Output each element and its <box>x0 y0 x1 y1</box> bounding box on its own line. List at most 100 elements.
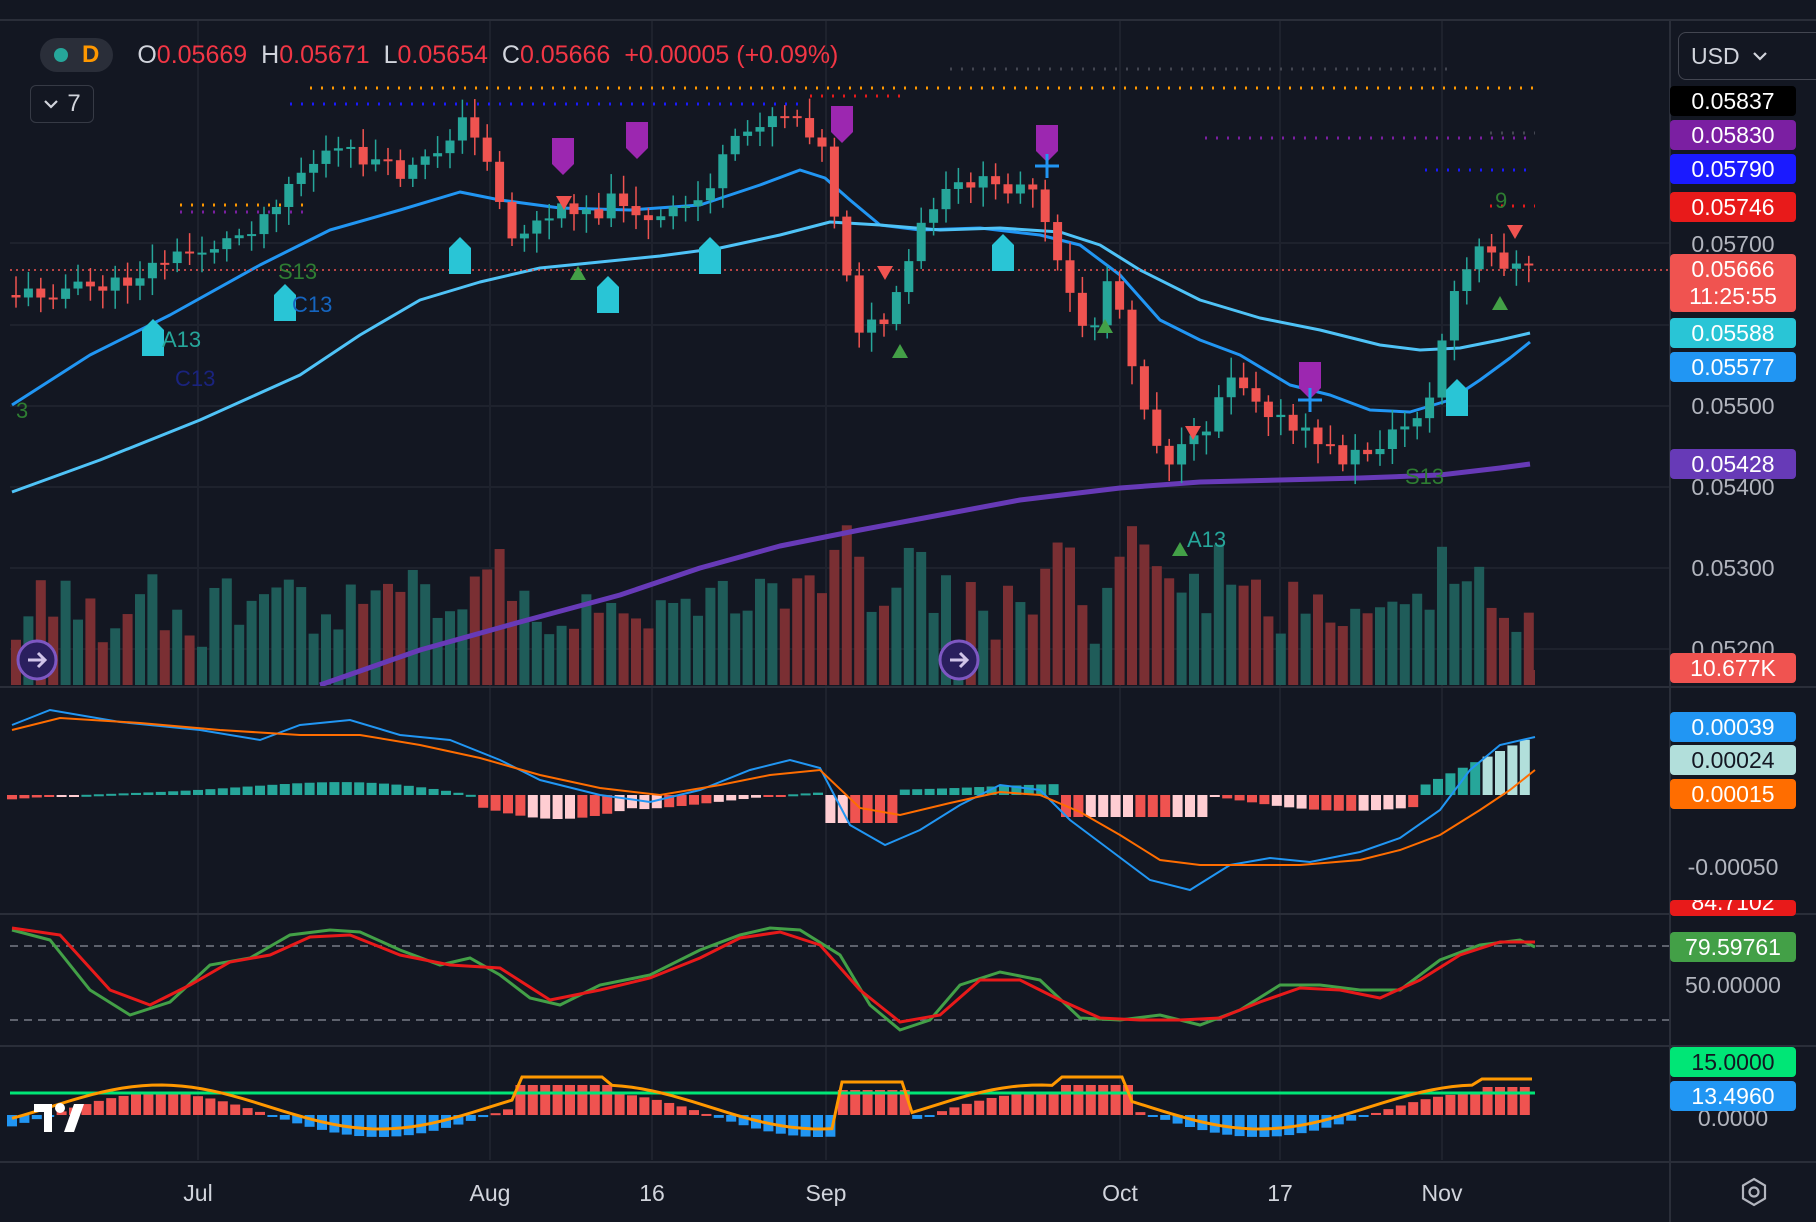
squeeze-bar <box>1333 1115 1344 1125</box>
macd-histogram-bar <box>552 795 563 819</box>
macd-histogram-bar <box>490 795 501 811</box>
volume-bar <box>370 590 381 685</box>
volume-bar <box>345 584 356 685</box>
candle-body <box>1040 189 1050 223</box>
volume-bar <box>420 584 431 685</box>
price-label: 0.05746 <box>1670 192 1796 222</box>
candle-body <box>1425 397 1435 419</box>
buy-signal-marker <box>597 276 619 313</box>
macd-histogram-bar <box>837 795 848 823</box>
squeeze-bar <box>465 1115 476 1121</box>
squeeze-bar <box>217 1101 228 1115</box>
volume-bar <box>680 598 691 685</box>
volume-bar <box>1003 585 1013 685</box>
volume-bar <box>941 575 951 685</box>
sell-signal-marker <box>831 106 853 143</box>
volume-bar <box>1499 617 1509 685</box>
buy-signal-marker <box>699 237 721 274</box>
squeeze-bar <box>726 1115 737 1122</box>
squeeze-bar <box>1098 1085 1109 1115</box>
candle-body <box>743 131 753 136</box>
annotation-label: S13 <box>1405 464 1444 489</box>
replay-icon[interactable] <box>16 639 58 681</box>
squeeze-bar <box>1495 1087 1505 1115</box>
candle-body <box>1412 418 1422 427</box>
candle-body <box>333 148 343 151</box>
squeeze-bar <box>56 1111 67 1115</box>
macd-histogram-bar <box>1470 762 1481 795</box>
volume-bar <box>1362 613 1373 685</box>
macd-histogram-bar <box>81 794 92 797</box>
candle-body <box>445 140 455 154</box>
squeeze-bar <box>131 1094 141 1115</box>
macd-histogram-bar <box>589 795 600 816</box>
candle-body <box>978 176 988 188</box>
macd-histogram-bar <box>205 789 216 795</box>
macd-histogram-bar <box>813 792 823 795</box>
macd-histogram-bar <box>850 795 861 823</box>
candle-body <box>1437 340 1447 398</box>
squeeze-bar <box>1011 1094 1022 1115</box>
squeeze-bar <box>7 1115 17 1127</box>
squeeze-bar <box>1048 1093 1059 1115</box>
volume-bar <box>60 580 71 685</box>
macd-histogram-bar <box>1433 778 1443 795</box>
sell-signal-marker <box>626 122 648 159</box>
volume-bar <box>11 639 21 685</box>
close-value: 0.05666 <box>519 40 611 69</box>
macd-histogram-bar <box>93 794 104 797</box>
candle-body <box>1301 427 1311 431</box>
squeeze-bar <box>205 1098 216 1115</box>
candle-body <box>36 288 46 298</box>
candle-body <box>842 216 852 276</box>
macd-line <box>11 708 1536 892</box>
macd-histogram-bar <box>118 793 129 796</box>
currency-select[interactable]: USD <box>1678 32 1816 80</box>
indicators-toggle-button[interactable]: 7 <box>30 85 94 123</box>
symbol-pill[interactable]: D <box>40 38 114 72</box>
squeeze-bar <box>1321 1115 1332 1128</box>
squeeze-bar <box>1420 1099 1431 1115</box>
candle-body <box>643 215 653 221</box>
volume-bar <box>829 549 840 685</box>
macd-histogram-bar <box>168 791 179 795</box>
adx-label: 15.0000 <box>1670 1047 1796 1077</box>
volume-bar <box>1263 616 1274 685</box>
squeeze-bar <box>1470 1093 1481 1115</box>
macd-histogram-bar <box>1172 795 1183 817</box>
volume-bar <box>1399 604 1410 685</box>
squeeze-bar <box>490 1113 501 1116</box>
volume-bar <box>693 615 703 685</box>
candle-body <box>395 160 405 179</box>
squeeze-bar <box>1160 1115 1171 1120</box>
low-value: 0.05654 <box>397 40 488 69</box>
gear-icon[interactable] <box>1738 1176 1770 1208</box>
signal-markers <box>142 106 1523 556</box>
volume-bar <box>259 594 269 685</box>
macd-histogram-bar <box>1222 795 1233 799</box>
sell-signal-marker <box>1036 125 1058 162</box>
candle-body <box>234 235 244 239</box>
macd-histogram-bar <box>738 795 749 800</box>
volume-bar <box>1313 594 1323 685</box>
candle-body <box>519 233 529 239</box>
macd-histogram-bar <box>416 787 427 795</box>
macd-histogram-bar <box>1123 795 1133 817</box>
squeeze-bar <box>937 1111 947 1115</box>
replay-icon[interactable] <box>938 639 980 681</box>
macd-histogram-bar <box>155 791 166 795</box>
macd-histogram-bar <box>1098 795 1109 817</box>
macd-histogram-bar <box>664 795 675 808</box>
time-tick-label: Oct <box>1102 1180 1138 1206</box>
macd-histogram-bar <box>279 784 290 795</box>
volume-bar <box>717 580 728 685</box>
squeeze-bar <box>961 1103 972 1115</box>
price-label: 0.05830 <box>1670 120 1796 150</box>
candle-body <box>730 135 740 155</box>
candle-body <box>48 297 58 300</box>
macd-histogram-bar <box>1135 795 1146 817</box>
candle-body <box>507 201 517 239</box>
macd-histogram-bar <box>329 782 340 795</box>
volume-bar <box>742 610 753 685</box>
